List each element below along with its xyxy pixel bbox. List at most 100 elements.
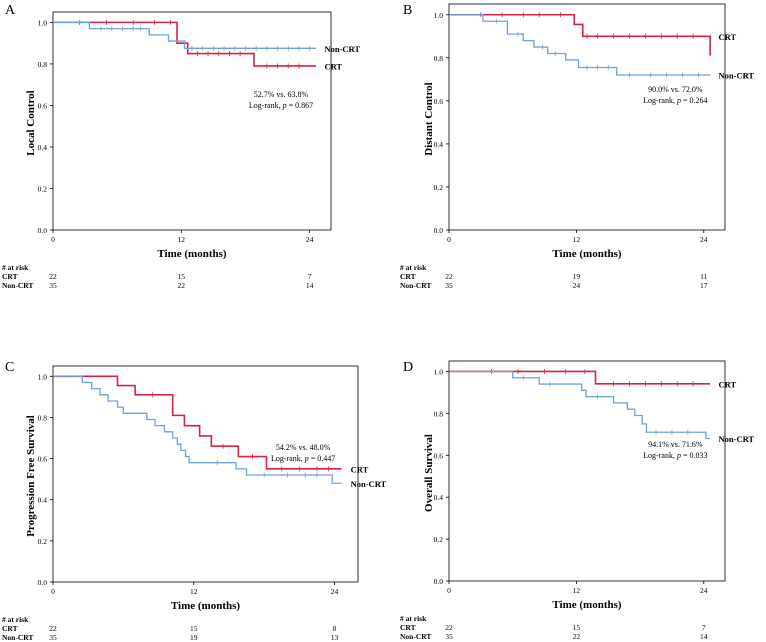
curve-label-non-crt: Non-CRT (351, 479, 387, 489)
y-tick-label: 1.0 (434, 367, 444, 376)
risk-table-header: # at risk (400, 614, 427, 623)
risk-value: 35 (49, 281, 57, 290)
x-tick-label: 24 (700, 586, 708, 595)
risk-value: 14 (306, 281, 314, 290)
risk-value: 15 (178, 272, 186, 281)
x-tick-label: 0 (447, 586, 451, 595)
curve-label-crt: CRT (324, 61, 342, 71)
annotation-percentages: 52.7% vs. 63.8% (254, 90, 309, 99)
risk-value: 14 (700, 632, 708, 641)
risk-value: 22 (445, 272, 453, 281)
annotation-percentages: 54.2% vs. 48.0% (276, 443, 331, 452)
y-tick-label: 0.8 (434, 54, 444, 63)
risk-value: 35 (49, 633, 57, 642)
risk-value: 7 (702, 623, 706, 632)
series-non-crt-line (53, 375, 342, 484)
x-axis-label: Time (months) (157, 248, 226, 260)
risk-value: 15 (190, 624, 198, 633)
curve-label-non-crt: Non-CRT (324, 44, 360, 54)
y-tick-label: 0.0 (38, 578, 48, 587)
x-tick-label: 12 (573, 586, 581, 595)
panel-c: C 0.0 0.2 0.4 0.6 0.8 1.0 0 12 24 Time (months) Pro… (2, 360, 387, 642)
y-tick-label: 0.6 (434, 97, 444, 106)
risk-value: 22 (178, 281, 186, 290)
y-tick-label: 0.8 (38, 413, 48, 422)
risk-row-label-non-crt: Non-CRT (400, 281, 431, 290)
panel-b: B 0.0 0.2 0.4 0.6 0.8 1.0 0 12 24 Time (months) Dis… (400, 3, 754, 290)
y-axis-label: Progression Free Survival (25, 415, 37, 537)
risk-value: 8 (333, 624, 337, 633)
risk-row-label-crt: CRT (2, 272, 18, 281)
y-tick-label: 1.0 (38, 18, 48, 27)
plot-frame (52, 365, 359, 583)
risk-value: 22 (573, 632, 581, 641)
risk-value: 22 (49, 272, 57, 281)
plot-frame (448, 3, 726, 231)
panel-letter: B (403, 3, 412, 18)
plot-frame (52, 11, 332, 231)
risk-value: 22 (445, 623, 453, 632)
series-non-crt-line (449, 370, 711, 440)
series-non-crt-line (449, 14, 711, 76)
y-axis-label: Local Control (25, 90, 37, 156)
panel-letter: A (5, 3, 16, 18)
risk-row-label-non-crt: Non-CRT (400, 632, 431, 641)
risk-value: 11 (700, 272, 707, 281)
series-crt-line (449, 13, 711, 56)
risk-value: 19 (190, 633, 198, 642)
curve-label-crt: CRT (351, 464, 369, 474)
y-tick-label: 1.0 (434, 11, 444, 20)
annotation-percentages: 90.0% vs. 72.0% (648, 85, 703, 94)
annotation-percentages: 94.1% vs. 71.6% (648, 440, 703, 449)
x-tick-label: 12 (573, 235, 581, 244)
risk-value: 24 (573, 281, 581, 290)
risk-value: 7 (308, 272, 312, 281)
y-tick-label: 0.4 (38, 496, 48, 505)
curve-label-non-crt: Non-CRT (719, 434, 755, 444)
y-tick-label: 0.0 (434, 577, 444, 586)
y-tick-label: 0.8 (38, 60, 48, 69)
risk-row-label-crt: CRT (400, 272, 416, 281)
y-tick-label: 0.2 (38, 184, 48, 193)
risk-value: 19 (573, 272, 581, 281)
plot-frame (448, 360, 726, 582)
series-crt-line (449, 370, 711, 385)
x-tick-label: 12 (178, 235, 186, 244)
y-axis-label: Overall Survival (423, 434, 435, 512)
y-tick-label: 0.4 (434, 140, 444, 149)
curve-label-crt: CRT (719, 32, 737, 42)
annotation-logrank: Log-rank, p = 0.447 (271, 454, 335, 463)
x-axis-label: Time (months) (171, 600, 240, 612)
risk-table-header: # at risk (400, 263, 427, 272)
annotation-logrank: Log-rank, p = 0.033 (643, 451, 707, 460)
panel-letter: C (5, 360, 14, 375)
y-tick-label: 1.0 (38, 372, 48, 381)
risk-value: 22 (49, 624, 57, 633)
x-axis-label: Time (months) (552, 599, 621, 611)
y-tick-label: 0.4 (434, 493, 444, 502)
risk-value: 35 (445, 632, 453, 641)
annotation-logrank: Log-rank, p = 0.264 (643, 96, 707, 105)
y-tick-label: 0.8 (434, 409, 444, 418)
panel-letter: D (403, 360, 413, 375)
x-tick-label: 0 (447, 235, 451, 244)
curve-label-crt: CRT (719, 379, 737, 389)
x-axis-label: Time (months) (552, 248, 621, 260)
y-axis-label: Distant Control (423, 82, 435, 155)
y-tick-label: 0.6 (38, 101, 48, 110)
risk-value: 15 (573, 623, 581, 632)
y-tick-label: 0.6 (38, 455, 48, 464)
y-tick-label: 0.0 (38, 226, 48, 235)
y-tick-label: 0.4 (38, 143, 48, 152)
annotation-logrank: Log-rank, p = 0.867 (249, 101, 313, 110)
risk-row-label-non-crt: Non-CRT (2, 281, 33, 290)
y-tick-label: 0.2 (38, 537, 48, 546)
x-tick-label: 12 (190, 587, 198, 596)
x-tick-label: 0 (51, 235, 55, 244)
risk-table-header: # at risk (2, 615, 29, 624)
x-tick-label: 24 (306, 235, 314, 244)
x-tick-label: 24 (700, 235, 708, 244)
